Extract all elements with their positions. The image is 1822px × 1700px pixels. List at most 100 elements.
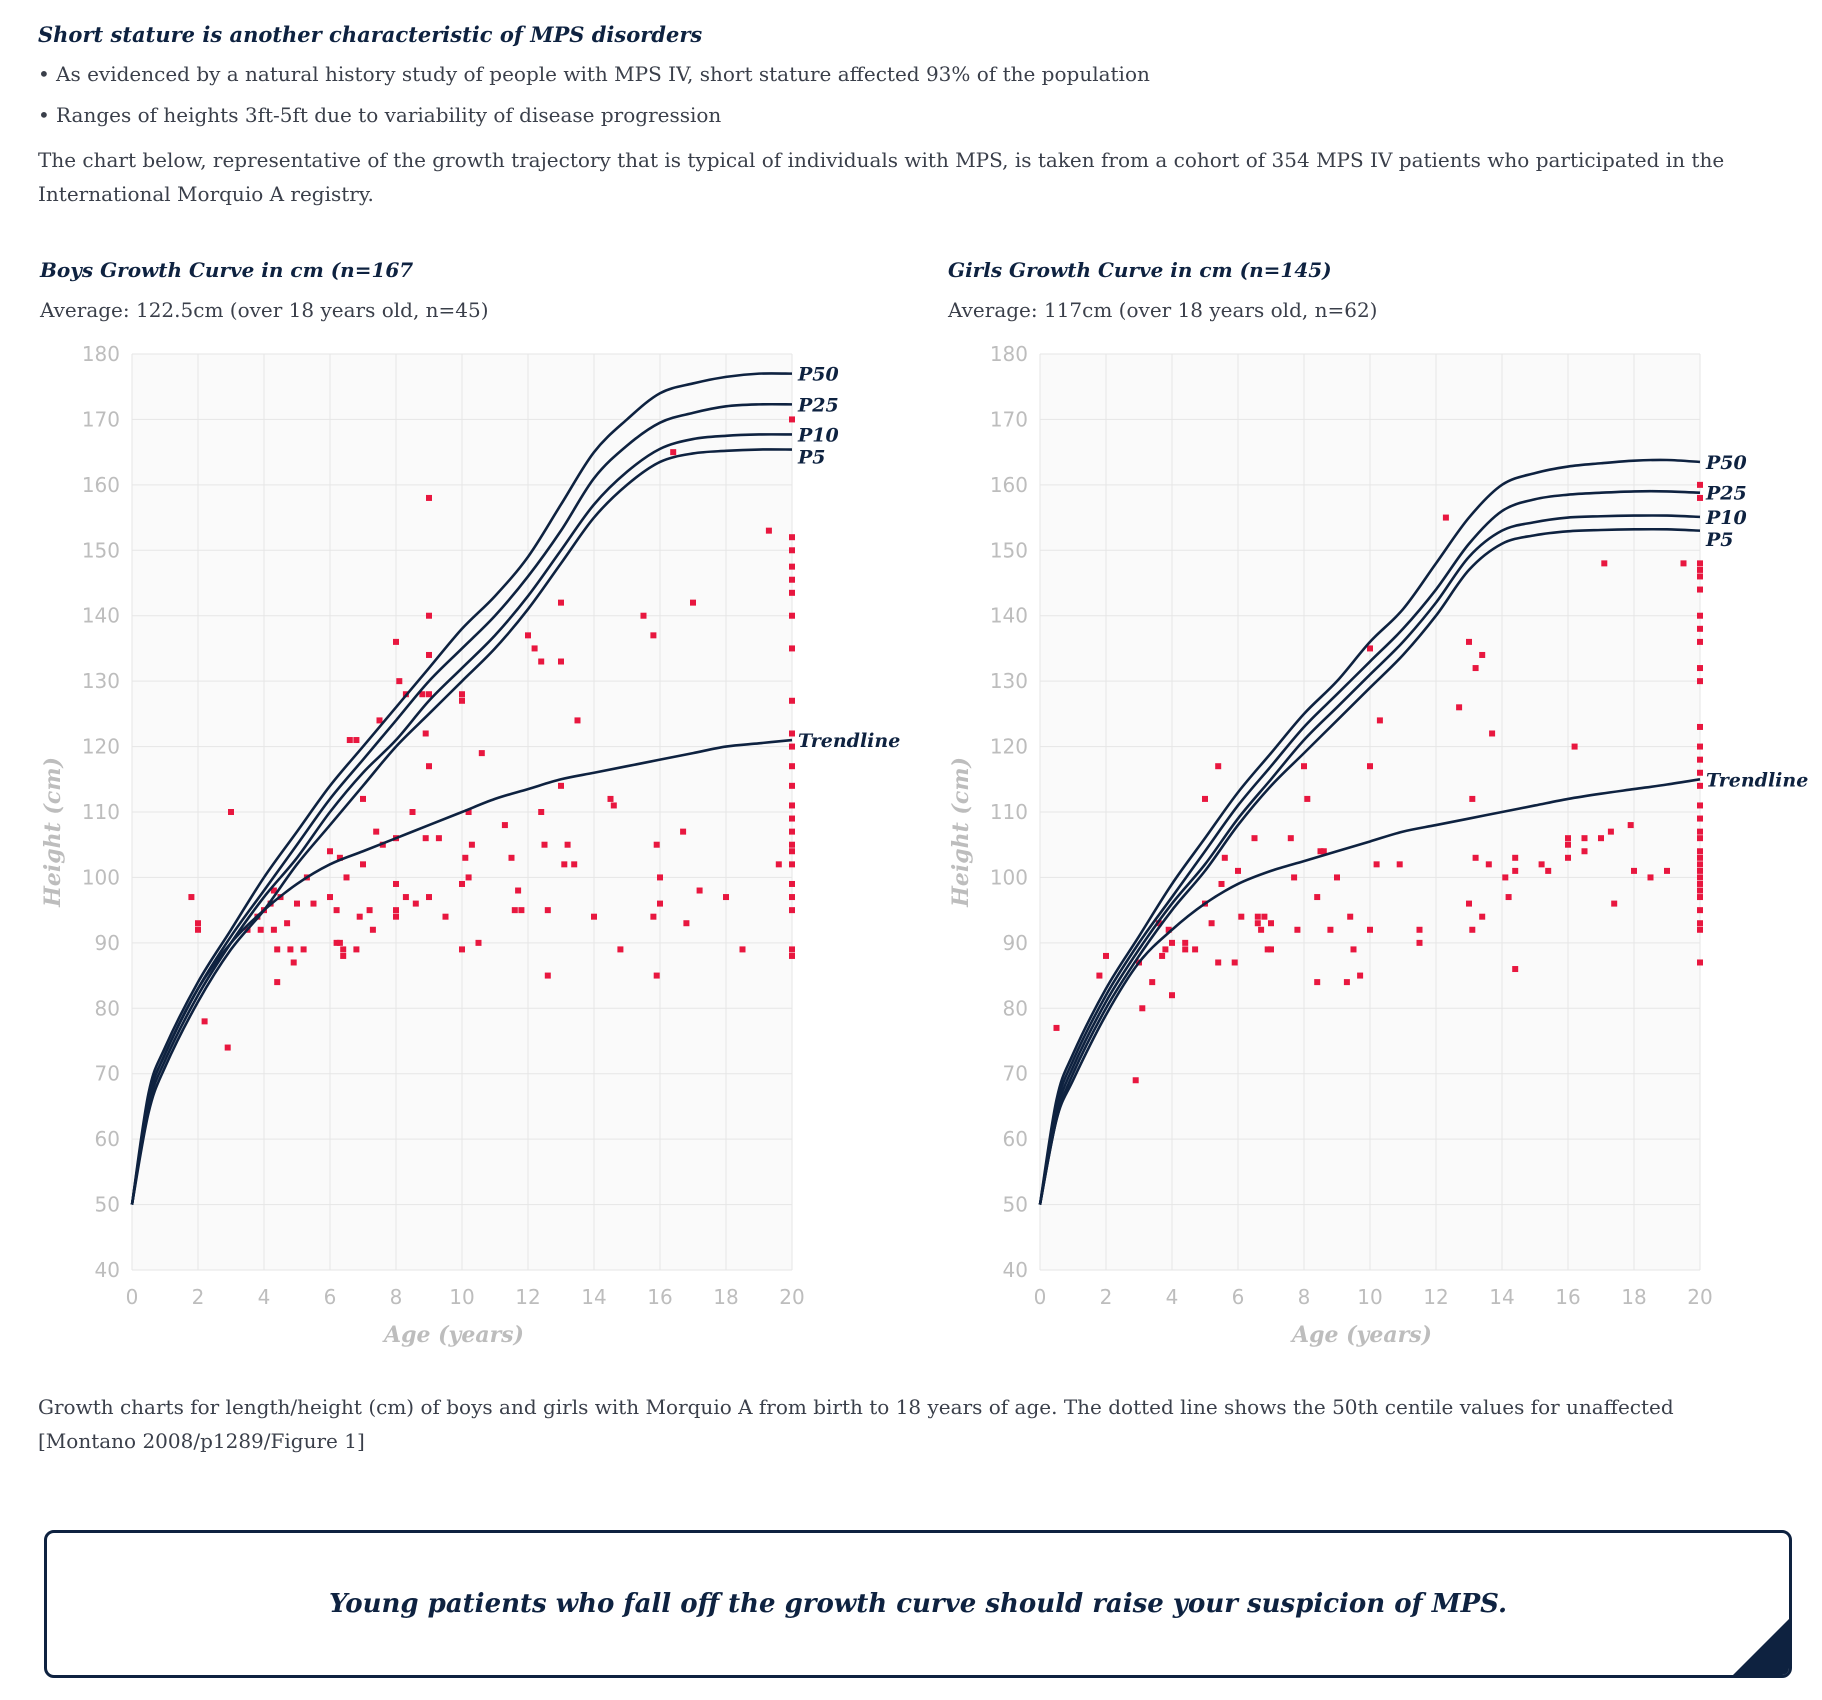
data-point	[1512, 867, 1519, 874]
data-point	[294, 900, 300, 907]
data-point	[789, 576, 795, 583]
y-tick-label: 130	[82, 669, 120, 693]
data-point	[564, 841, 571, 848]
data-point	[1697, 828, 1703, 835]
data-point	[690, 599, 696, 606]
data-point	[1581, 848, 1588, 855]
data-point	[739, 946, 746, 953]
data-point	[1647, 874, 1654, 881]
data-point	[1611, 900, 1618, 907]
y-tick-label: 70	[1003, 1062, 1028, 1086]
data-point	[360, 861, 366, 868]
data-point	[1697, 894, 1703, 901]
data-point	[789, 645, 795, 652]
y-tick-label: 130	[990, 669, 1028, 693]
data-point	[284, 920, 291, 927]
y-tick-label: 100	[990, 865, 1028, 889]
data-point	[1215, 763, 1222, 770]
data-point	[765, 527, 772, 534]
y-tick-label: 80	[95, 996, 120, 1020]
data-point	[1472, 665, 1479, 672]
data-point	[270, 887, 277, 894]
girls-chart-title: Girls Growth Curve in cm (n=145)	[948, 258, 1332, 282]
data-point	[789, 416, 795, 423]
curve-label: Trendline	[798, 730, 900, 752]
data-point	[680, 828, 687, 835]
x-tick-label: 10	[449, 1285, 474, 1309]
data-point	[373, 828, 380, 835]
data-point	[224, 1044, 231, 1051]
data-point	[475, 939, 482, 946]
data-point	[789, 697, 795, 704]
data-point	[1502, 874, 1509, 881]
data-point	[1416, 926, 1423, 933]
intro-bullet: Ranges of heights 3ft-5ft due to variabi…	[38, 102, 1798, 128]
data-point	[775, 861, 782, 868]
data-point	[360, 795, 366, 802]
x-tick-label: 6	[324, 1285, 337, 1309]
data-point	[426, 894, 432, 901]
curve-label: P10	[1705, 507, 1747, 529]
data-point	[696, 887, 703, 894]
data-point	[789, 730, 795, 737]
data-point	[353, 946, 360, 953]
data-point	[1485, 861, 1492, 868]
data-point	[1697, 880, 1703, 887]
data-point	[1697, 802, 1703, 809]
data-point	[561, 861, 568, 868]
data-point	[346, 737, 353, 744]
data-point	[789, 815, 795, 822]
y-axis-label: Height (cm)	[948, 757, 974, 908]
y-tick-label: 40	[95, 1258, 120, 1282]
y-tick-label: 170	[82, 407, 120, 431]
data-point	[340, 946, 347, 953]
data-point	[1149, 979, 1156, 986]
data-point	[1357, 972, 1364, 979]
data-point	[789, 547, 795, 554]
data-point	[462, 854, 469, 861]
data-point	[1264, 946, 1271, 953]
girls-chart-block: Girls Growth Curve in cm (n=145) Average…	[948, 258, 1808, 1348]
data-point	[1697, 586, 1703, 593]
intro-section: Short stature is another characteristic …	[38, 22, 1798, 211]
data-point	[465, 874, 472, 881]
curve-label: P5	[1705, 529, 1734, 551]
data-point	[1258, 926, 1265, 933]
data-point	[789, 894, 795, 901]
curve-label: Trendline	[1706, 769, 1808, 791]
data-point	[412, 900, 419, 907]
data-point	[1373, 861, 1380, 868]
data-point	[300, 946, 307, 953]
data-point	[538, 809, 545, 815]
data-point	[1304, 795, 1311, 802]
data-point	[1565, 854, 1571, 861]
data-point	[1367, 926, 1373, 933]
data-point	[419, 691, 426, 698]
data-point	[376, 717, 383, 724]
data-point	[789, 563, 795, 570]
data-point	[393, 913, 399, 920]
data-point	[188, 894, 195, 901]
curve-trendline	[1038, 778, 1701, 1205]
data-point	[1565, 841, 1571, 848]
data-point	[591, 913, 597, 920]
data-point	[1697, 861, 1703, 868]
data-point	[1697, 743, 1703, 750]
curve-label: P10	[797, 424, 839, 446]
data-point	[789, 952, 795, 959]
data-point	[336, 854, 343, 861]
data-point	[340, 952, 347, 959]
x-tick-label: 14	[581, 1285, 606, 1309]
curve-p50	[1038, 458, 1701, 1205]
data-point	[1416, 939, 1423, 946]
data-point	[1697, 566, 1703, 573]
data-point	[195, 926, 201, 933]
y-tick-label: 180	[82, 342, 120, 366]
data-point	[333, 939, 340, 946]
data-point	[353, 737, 360, 744]
data-point	[409, 809, 416, 815]
curve-label: P5	[797, 446, 826, 468]
data-point	[1254, 920, 1261, 927]
data-point	[657, 874, 663, 881]
data-point	[274, 979, 281, 986]
